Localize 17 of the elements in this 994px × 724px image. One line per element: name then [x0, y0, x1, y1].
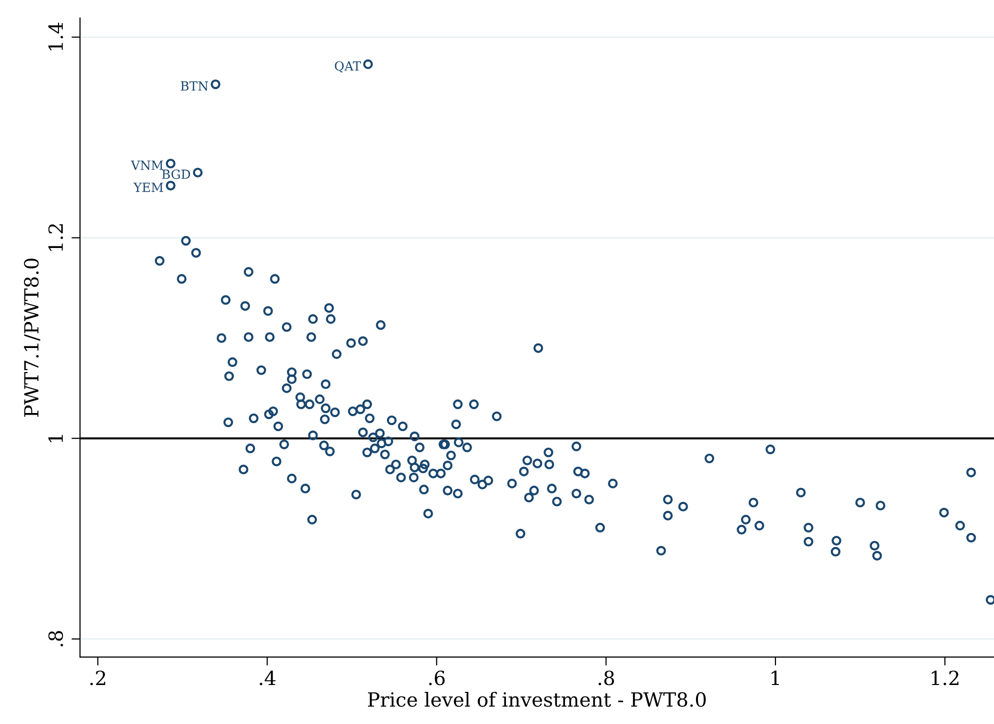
x-axis-title: Price level of investment - PWT8.0 [368, 692, 706, 707]
annotation: BGD [162, 170, 190, 179]
y-axis-title: PWT7.1/PWT8.0 [24, 258, 40, 417]
annotation: YEM [133, 182, 164, 192]
annotation: QAT [334, 61, 361, 72]
y-tick-label: 1 [48, 434, 63, 442]
annotation: VNM [130, 160, 164, 170]
x-tick-label: .2 [90, 670, 106, 686]
x-tick-label: .8 [598, 670, 614, 686]
x-tick-label: .6 [429, 670, 445, 686]
y-tick-label: 1.2 [48, 224, 64, 251]
annotation: BTN [180, 81, 208, 91]
x-tick-label: 1.2 [932, 670, 958, 686]
x-tick-label: .4 [260, 670, 276, 686]
x-tick-label: 1 [772, 670, 779, 685]
y-tick-label: .8 [48, 631, 64, 646]
y-tick-label: 1.4 [48, 22, 64, 50]
